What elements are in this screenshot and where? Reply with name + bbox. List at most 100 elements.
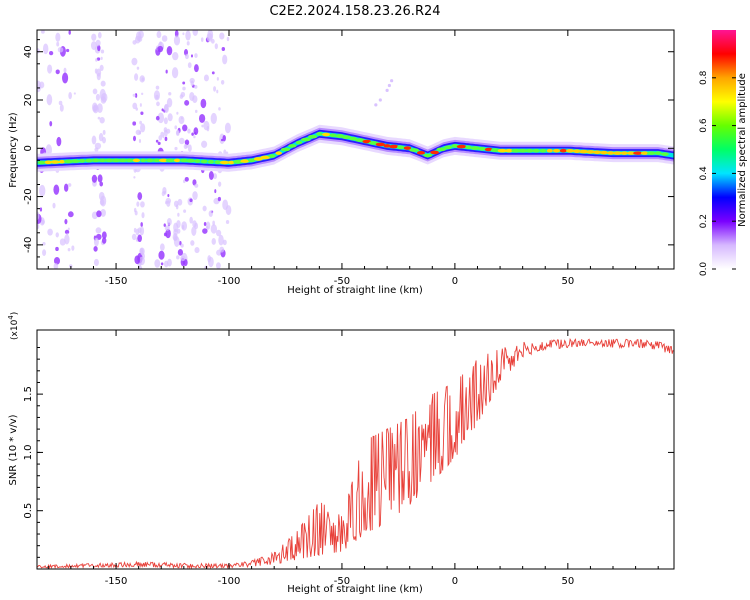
ridge-peak	[78, 159, 86, 163]
noise-speckle	[210, 112, 217, 125]
noise-speckle	[180, 255, 186, 262]
ridge-peak	[132, 158, 141, 163]
ridge-peak	[573, 149, 581, 153]
noise-speckle	[133, 176, 136, 179]
ridge-peak	[111, 158, 121, 163]
noise-speckle	[97, 116, 101, 120]
noise-speckle	[55, 32, 61, 42]
noise-speckle	[66, 233, 69, 236]
noise-speckle	[161, 108, 164, 112]
noise-speckle	[222, 134, 226, 142]
ridge-peak	[165, 158, 175, 163]
ridge-peak	[430, 150, 439, 155]
noise-speckle	[140, 111, 144, 115]
noise-speckle	[216, 76, 219, 81]
ridge-peak	[44, 160, 53, 165]
noise-speckle	[49, 120, 53, 127]
ridge-peak	[179, 158, 188, 163]
snr-y-tick-label: 1.0	[23, 444, 34, 460]
ridge-peak	[456, 144, 467, 149]
ridge-peak	[295, 140, 303, 145]
noise-speckle	[182, 81, 186, 85]
noise-speckle	[68, 183, 72, 187]
ridge-peak	[525, 148, 534, 153]
ridge-peak	[316, 132, 323, 136]
spectrogram-axes: -150 -100 -50 0 50 -40 -20 0 20 40	[23, 30, 674, 287]
ridge-peak	[322, 132, 331, 137]
noise-speckle	[62, 72, 69, 84]
ridge-peak	[654, 151, 662, 155]
noise-speckle	[47, 64, 53, 74]
noise-speckle	[93, 105, 98, 112]
noise-speckle	[203, 221, 207, 226]
noise-speckle	[63, 183, 69, 192]
ridge-peak	[566, 149, 575, 153]
noise-speckle	[52, 202, 56, 209]
noise-speckle	[216, 89, 219, 94]
noise-speckle	[184, 176, 189, 182]
noise-speckle	[99, 64, 104, 72]
noise-speckle	[57, 46, 64, 53]
noise-speckle	[177, 198, 183, 206]
noise-speckle	[178, 115, 185, 125]
noise-speckle	[194, 183, 199, 188]
noise-speckle	[210, 224, 218, 234]
ridge-peak	[640, 151, 649, 155]
ridge-peak	[444, 145, 453, 150]
noise-speckle	[94, 142, 102, 150]
noise-speckle	[100, 80, 106, 87]
ridge-peak	[511, 148, 521, 153]
noise-speckle	[47, 228, 53, 236]
noise-speckle	[206, 125, 210, 132]
colorbar-ticks: 0.0 0.2 0.4 0.6 0.8	[699, 70, 736, 276]
noise-speckle	[134, 73, 139, 81]
noise-speckle	[56, 41, 60, 47]
ridge-peak	[140, 158, 147, 163]
noise-speckle	[139, 226, 145, 236]
noise-speckle	[161, 35, 168, 42]
noise-speckle	[97, 31, 102, 39]
noise-speckle	[166, 45, 173, 56]
noise-speckle	[174, 125, 178, 130]
noise-speckle	[155, 139, 159, 143]
noise-speckle	[194, 247, 200, 254]
noise-speckle	[97, 44, 101, 52]
noise-speckle	[189, 216, 193, 224]
snr-x-tick-label: 0	[452, 576, 458, 587]
noise-speckle	[139, 248, 144, 254]
noise-speckle	[93, 246, 98, 252]
noise-speckle	[53, 184, 60, 195]
noise-speckle	[67, 248, 71, 252]
noise-speckle	[202, 228, 208, 234]
ridge-peak	[37, 160, 46, 165]
noise-speckle	[93, 258, 99, 267]
colorbar-strip	[712, 30, 736, 269]
noise-speckle	[208, 210, 213, 217]
noise-speckle	[173, 236, 180, 247]
ridge-peak	[240, 159, 250, 163]
noise-speckle	[167, 113, 173, 122]
noise-speckle	[101, 237, 107, 244]
noise-speckle	[181, 225, 185, 230]
noise-speckle	[184, 53, 189, 60]
noise-speckle	[96, 68, 102, 77]
ridge-peak	[260, 155, 271, 160]
ridge-peak	[620, 151, 628, 155]
ridge-peak	[661, 152, 669, 156]
noise-speckle	[157, 141, 161, 145]
ridge-peak	[58, 159, 65, 164]
spectrogram-x-label: Height of straight line (km)	[287, 285, 423, 296]
ridge-peak	[152, 158, 161, 163]
ridge-peak	[200, 159, 208, 164]
noise-speckle	[190, 54, 194, 58]
noise-speckle	[374, 103, 378, 107]
noise-speckle	[131, 233, 137, 241]
ridge-peak	[104, 158, 114, 163]
ridge-peak	[465, 145, 472, 150]
noise-speckle	[179, 240, 182, 246]
noise-speckle	[42, 241, 46, 246]
noise-speckle	[187, 144, 192, 153]
noise-speckle	[140, 123, 146, 133]
noise-speckle	[90, 41, 97, 50]
